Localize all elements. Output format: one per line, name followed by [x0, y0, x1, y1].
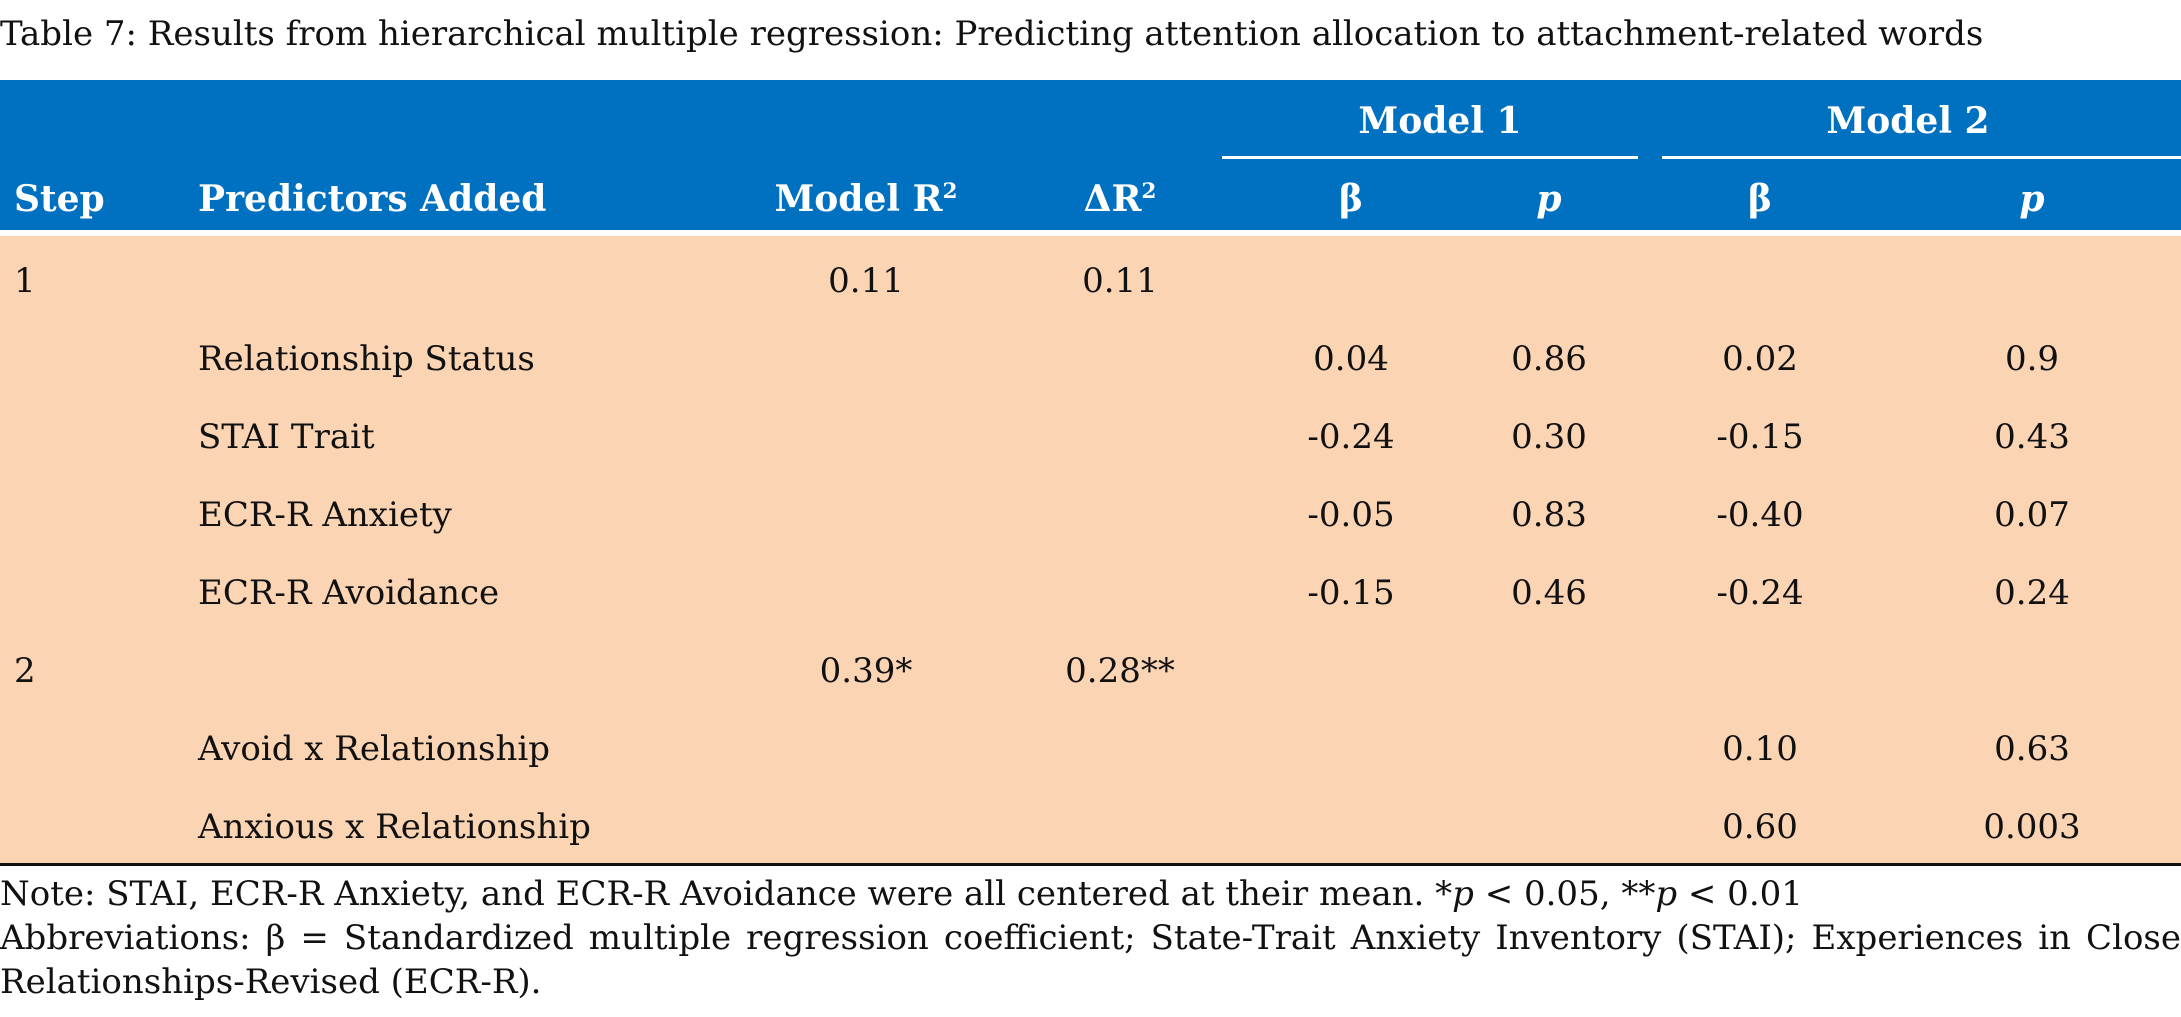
- col-header-step: Step: [14, 178, 105, 220]
- m1-beta-cell: -0.05: [1307, 495, 1395, 535]
- m1-p-cell: 0.86: [1511, 339, 1587, 379]
- m1-p-cell: 0.83: [1511, 495, 1587, 535]
- m2-p-cell: 0.07: [1994, 495, 2070, 535]
- model1-rule: [1222, 156, 1638, 159]
- model2-label: Model 2: [1826, 100, 1990, 142]
- model-r2-cell: 0.39*: [819, 651, 913, 691]
- model2-rule: [1662, 156, 2181, 159]
- table-body: 1 0.11 0.11 Relationship Status 0.04 0.8…: [0, 236, 2181, 863]
- abbreviations-line-1: Abbreviations: β = Standardized multiple…: [0, 918, 2181, 958]
- model-r2-cell: 0.11: [828, 261, 904, 301]
- delta-r2-cell: 0.11: [1082, 261, 1158, 301]
- col-header-delta-r2: ΔR2: [1083, 178, 1157, 220]
- m1-p-cell: 0.46: [1511, 573, 1587, 613]
- predictor-cell: Anxious x Relationship: [198, 807, 591, 847]
- m1-beta-cell: 0.04: [1313, 339, 1389, 379]
- col-header-model-r2: Model R2: [774, 178, 958, 220]
- m2-p-cell: 0.9: [2004, 339, 2060, 379]
- col-header-m1-p: p: [1536, 178, 1562, 220]
- predictor-cell: Relationship Status: [198, 339, 535, 379]
- col-header-m2-beta: β: [1748, 178, 1772, 220]
- predictor-cell: ECR-R Avoidance: [198, 573, 500, 613]
- col-header-m2-p: p: [2019, 178, 2045, 220]
- predictor-cell: STAI Trait: [198, 417, 375, 457]
- col-header-m1-beta: β: [1339, 178, 1363, 220]
- col-header-predictors: Predictors Added: [198, 178, 547, 220]
- m2-beta-cell: 0.02: [1722, 339, 1798, 379]
- m2-p-cell: 0.63: [1994, 729, 2070, 769]
- predictor-cell: Avoid x Relationship: [198, 729, 551, 769]
- m1-beta-cell: -0.15: [1307, 573, 1395, 613]
- table-note: Note: STAI, ECR-R Anxiety, and ECR-R Avo…: [0, 874, 1803, 914]
- m2-p-cell: 0.24: [1994, 573, 2070, 613]
- m2-p-cell: 0.003: [1983, 807, 2081, 847]
- m1-p-cell: 0.30: [1511, 417, 1587, 457]
- m2-beta-cell: 0.10: [1722, 729, 1798, 769]
- abbreviations-line-2: Relationships-Revised (ECR-R).: [0, 962, 542, 1002]
- model1-label: Model 1: [1358, 100, 1522, 142]
- m2-beta-cell: 0.60: [1722, 807, 1798, 847]
- m1-beta-cell: -0.24: [1307, 417, 1395, 457]
- m2-beta-cell: -0.15: [1716, 417, 1804, 457]
- step-cell: 2: [14, 651, 36, 691]
- m2-p-cell: 0.43: [1994, 417, 2070, 457]
- m2-beta-cell: -0.24: [1716, 573, 1804, 613]
- predictor-cell: ECR-R Anxiety: [198, 495, 452, 535]
- table-header: Model 1 Model 2 Step Predictors Added Mo…: [0, 80, 2181, 236]
- table-bottom-rule: [0, 863, 2181, 866]
- step-cell: 1: [14, 261, 36, 301]
- m2-beta-cell: -0.40: [1716, 495, 1804, 535]
- header-divider: [0, 230, 2181, 236]
- table-caption: Table 7: Results from hierarchical multi…: [0, 14, 1984, 54]
- delta-r2-cell: 0.28**: [1065, 651, 1175, 691]
